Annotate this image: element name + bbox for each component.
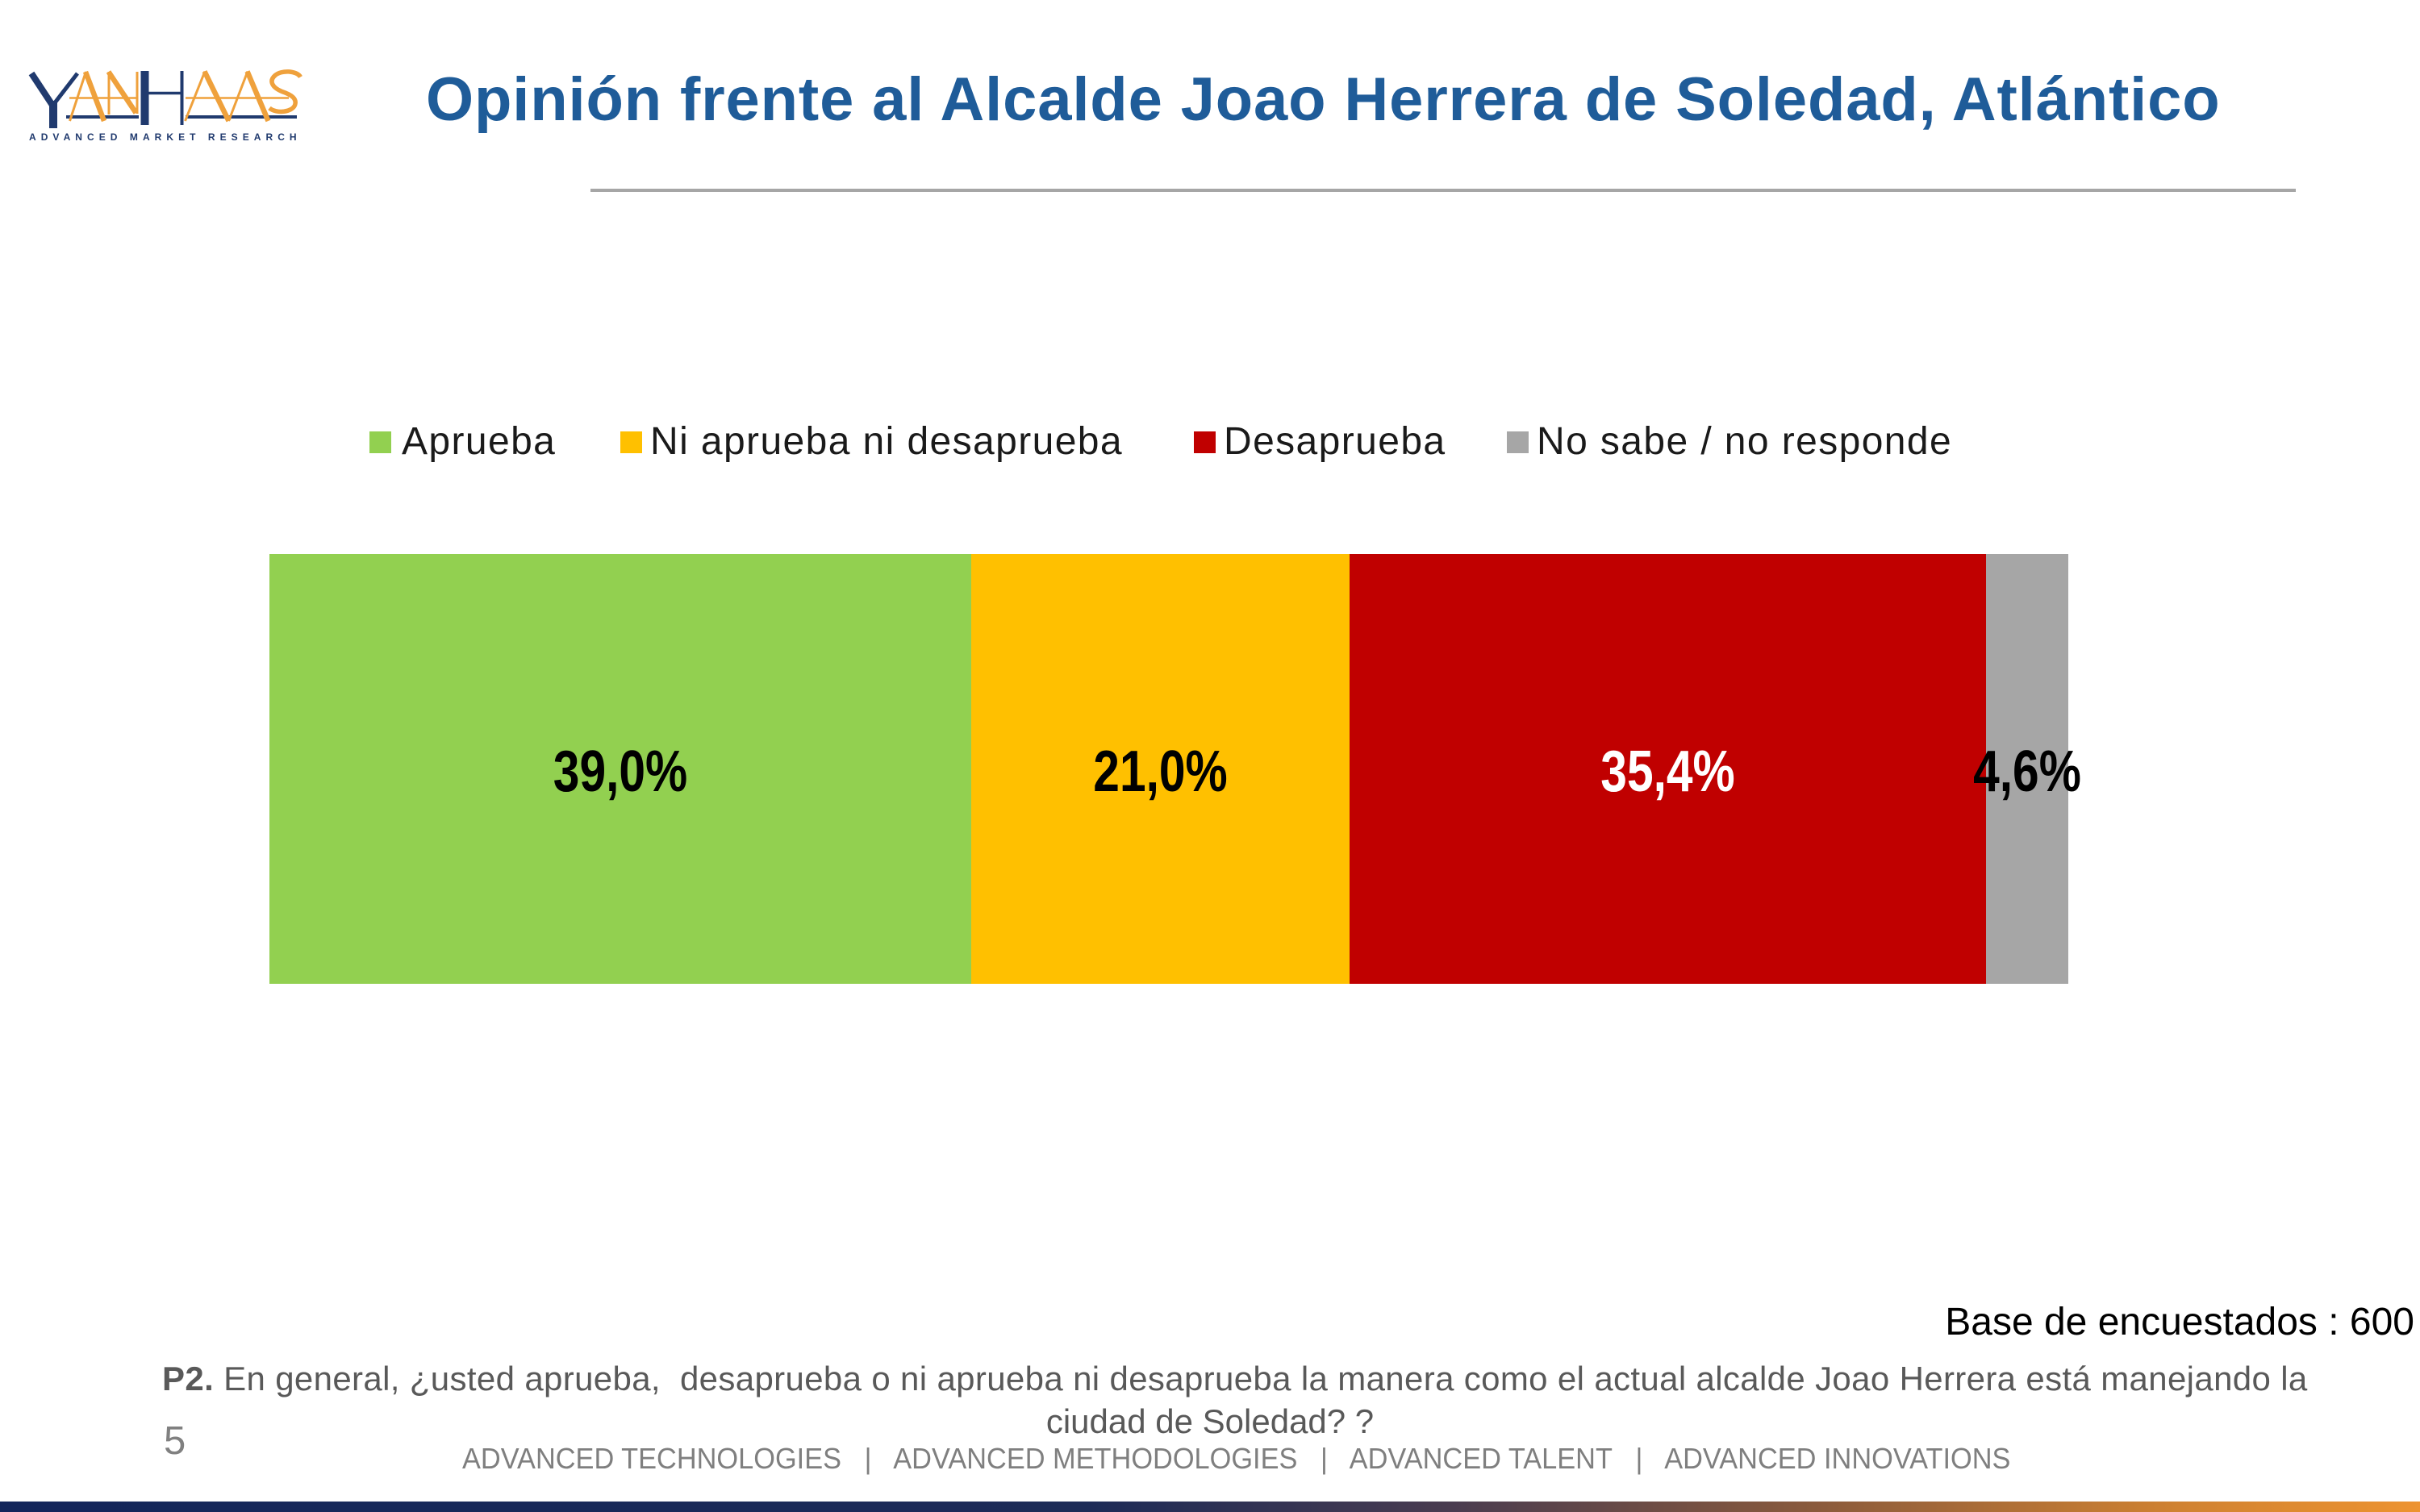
svg-text:ADVANCED MARKET RESEARCH: ADVANCED MARKET RESEARCH (29, 131, 302, 143)
